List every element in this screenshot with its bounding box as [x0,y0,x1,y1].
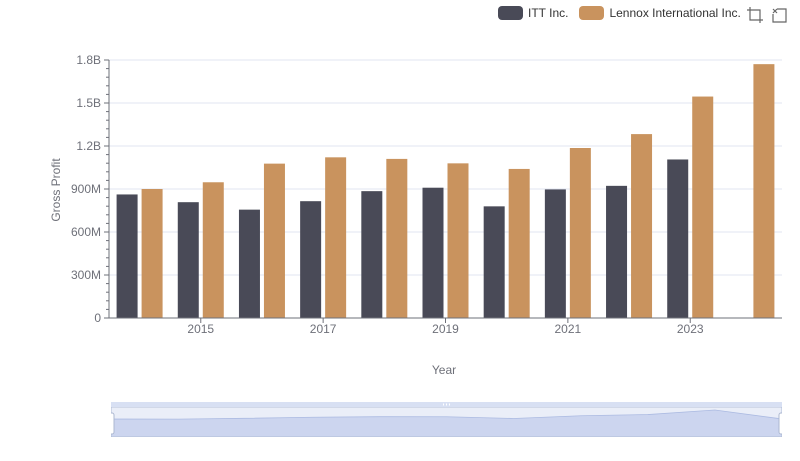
bar-itt-2016 [238,209,260,318]
legend-item-itt[interactable]: ITT Inc. [498,6,568,20]
tick-labels: 0 300M 600M 900M 1.2B 1.5B 1.8B 2015 2017 2019 202… [71,53,704,336]
legend: ITT Inc. Lennox International Inc. [498,4,741,22]
bar-itt-2021 [544,189,566,318]
bar-itt-2019 [422,187,444,318]
y-axis-title: Gross Profit [49,158,63,222]
x-tick-label: 2021 [555,322,582,336]
data-zoom-slider[interactable] [111,402,782,437]
x-tick-label: 2017 [310,322,337,336]
y-tick-label: 300M [71,268,101,282]
axes [104,59,782,323]
bars [116,64,775,318]
bar-lennox-2022 [631,134,653,318]
bar-itt-2014 [116,194,138,318]
bar-lennox-2023 [692,96,714,318]
y-tick-label: 0 [94,311,101,325]
x-axis-title: Year [431,363,457,377]
y-tick-label: 900M [71,182,101,196]
x-tick-label: 2019 [432,322,459,336]
bar-itt-2022 [606,185,628,318]
zoom-data-shadow [111,409,782,437]
bar-itt-2015 [177,202,199,318]
zoom-handle-left[interactable] [111,412,115,435]
bar-lennox-2024 [753,64,775,318]
bar-lennox-2017 [325,157,347,318]
bar-lennox-2015 [202,182,224,318]
legend-item-lennox[interactable]: Lennox International Inc. [579,6,741,20]
x-tick-label: 2023 [677,322,704,336]
legend-label-itt: ITT Inc. [528,6,569,20]
bar-itt-2020 [483,206,505,318]
bar-itt-2017 [300,201,322,318]
zoom-move-grip[interactable] [443,403,450,406]
bar-itt-2018 [361,191,383,318]
y-tick-label: 1.2B [76,139,101,153]
bar-lennox-2014 [141,189,163,318]
x-tick-label: 2015 [187,322,214,336]
bar-lennox-2020 [508,168,530,318]
zoom-handle-right[interactable] [778,412,782,435]
bar-lennox-2019 [447,163,469,318]
y-tick-label: 600M [71,225,101,239]
bar-lennox-2021 [569,148,591,318]
zoom-selection[interactable] [111,406,782,437]
legend-swatch-lennox [579,6,605,20]
legend-swatch-itt [498,6,523,20]
toolbox [746,6,794,24]
zoom-reset-icon[interactable] [770,6,788,24]
bar-lennox-2018 [386,158,408,318]
bar-itt-2023 [667,159,689,318]
zoom-shadow-area [111,410,782,437]
y-tick-label: 1.5B [76,96,101,110]
legend-label-lennox: Lennox International Inc. [609,6,741,20]
bar-lennox-2016 [263,163,285,318]
y-tick-label: 1.8B [76,53,101,67]
zoom-shadow-line [111,409,782,420]
zoom-icon[interactable] [746,6,764,24]
